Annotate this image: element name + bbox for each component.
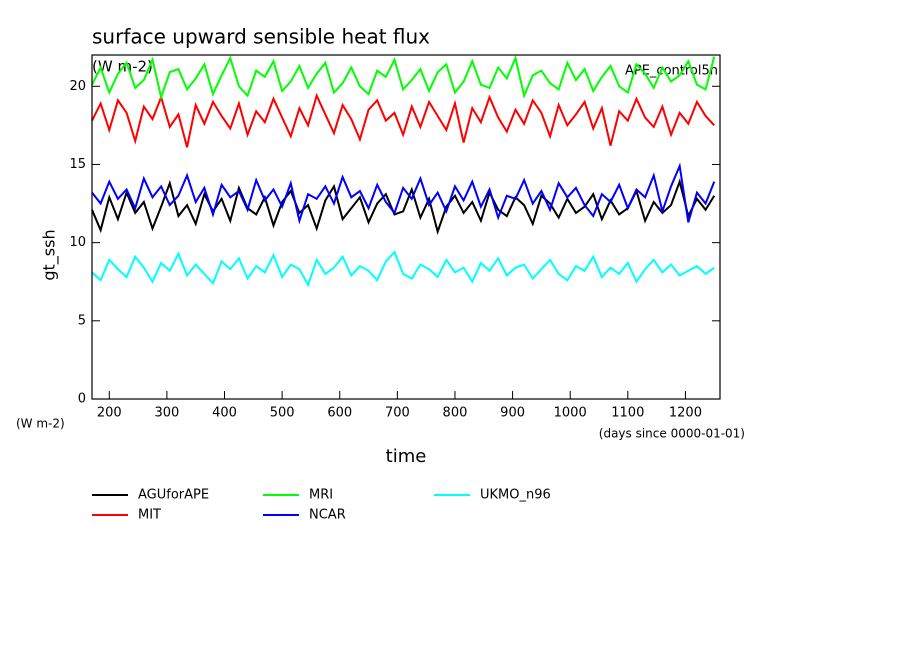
x-tick-label: 400 bbox=[212, 406, 237, 421]
x-tick-label: 1100 bbox=[611, 406, 644, 421]
x-tick-label: 600 bbox=[327, 406, 352, 421]
x-tick-label: 200 bbox=[97, 406, 122, 421]
legend-label: MIT bbox=[138, 508, 161, 523]
y-axis-unit: (W m-2) bbox=[16, 417, 65, 431]
x-axis-unit: (days since 0000-01-01) bbox=[599, 427, 745, 441]
series-line bbox=[91, 250, 715, 288]
chart-title: surface upward sensible heat flux bbox=[92, 25, 430, 49]
legend-label: AGUforAPE bbox=[138, 488, 209, 503]
y-tick-label: 20 bbox=[69, 79, 86, 94]
legend-label: UKMO_n96 bbox=[480, 488, 551, 503]
x-tick-label: 1000 bbox=[554, 406, 587, 421]
x-axis-label: time bbox=[386, 446, 427, 467]
series-line bbox=[91, 92, 715, 148]
legend-label: MRI bbox=[309, 488, 333, 503]
y-tick-label: 5 bbox=[78, 313, 86, 328]
y-axis-label: gt_ssh bbox=[40, 229, 60, 280]
series-line bbox=[91, 162, 716, 225]
x-tick-label: 900 bbox=[500, 406, 525, 421]
annotation: APE_control5n bbox=[625, 64, 718, 79]
y-tick-label: 15 bbox=[69, 157, 86, 172]
y-tick-label: 10 bbox=[69, 235, 86, 250]
plot-frame bbox=[91, 54, 721, 400]
y-tick-label: 0 bbox=[78, 392, 86, 407]
legend-label: NCAR bbox=[309, 508, 346, 523]
x-tick-label: 700 bbox=[385, 406, 410, 421]
x-tick-label: 300 bbox=[154, 406, 179, 421]
x-tick-label: 1200 bbox=[669, 406, 702, 421]
x-tick-label: 800 bbox=[443, 406, 468, 421]
x-tick-label: 500 bbox=[270, 406, 295, 421]
series-line bbox=[91, 54, 716, 101]
